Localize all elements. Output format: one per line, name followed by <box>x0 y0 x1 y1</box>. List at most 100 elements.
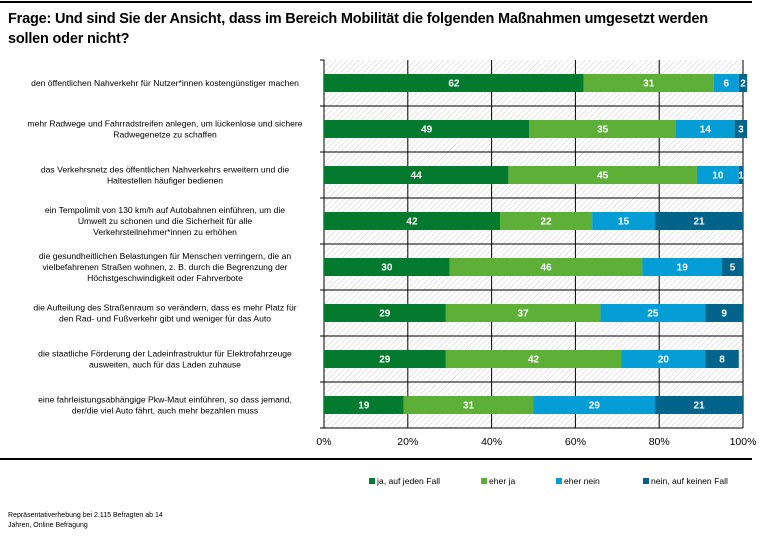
bar-segment <box>449 258 643 276</box>
x-axis-ticks: 0% 20% 40% 60% 80% 100% <box>316 436 756 448</box>
legend-swatch <box>481 478 487 484</box>
category-label: der/die viel Auto fährt, auch mehr bezah… <box>72 406 258 416</box>
data-label: 1 <box>738 171 744 182</box>
category-label: vielbefahrenen Straßen wohnen, z. B. dur… <box>42 262 287 272</box>
data-label: 5 <box>730 263 736 274</box>
data-label: 62 <box>448 79 460 90</box>
data-label: 30 <box>381 263 393 274</box>
bar-segment <box>738 74 748 92</box>
category-label: Haltestellen häufiger bedienen <box>107 176 223 186</box>
footnote: Repräsentativerhebung bei 2.115 Befragte… <box>8 511 163 531</box>
data-label: 25 <box>647 309 659 320</box>
data-label: 14 <box>700 125 712 136</box>
bar-segment <box>324 212 500 230</box>
bar-segment <box>499 212 593 230</box>
data-label: 31 <box>643 79 655 90</box>
data-label: 19 <box>677 263 689 274</box>
bar-segment <box>592 212 656 230</box>
category-label: die Aufteilung des Straßenraum so veränd… <box>33 303 296 313</box>
x-tick-label: 20% <box>397 436 418 448</box>
bar-segment <box>529 120 676 138</box>
category-label: die gesundheitlichen Belastungen für Men… <box>39 251 291 261</box>
category-label: Radwegenetze zu schaffen <box>113 130 217 140</box>
category-labels: den öffentlichen Nahverkehr für Nutzer*i… <box>27 78 302 416</box>
data-label: 10 <box>712 171 724 182</box>
category-label: die staatliche Förderung der Ladeinfrast… <box>38 349 292 359</box>
bar-segment <box>324 74 584 92</box>
data-label: 29 <box>589 401 601 412</box>
data-label: 6 <box>723 79 729 90</box>
legend: ja, auf jeden Fall eher ja eher nein nein, … <box>369 476 728 486</box>
bar-segment <box>583 74 714 92</box>
category-label: den öffentlichen Nahverkehr für Nutzer*i… <box>31 78 299 88</box>
bar-segment <box>445 350 622 368</box>
data-label: 42 <box>528 355 540 366</box>
top-rule <box>0 1 752 3</box>
bar-segment <box>734 120 748 138</box>
bars: 62 31 6 2 49 35 14 3 44 45 10 1 42 22 15 21 30 46 19 5 29 37 2… <box>324 74 748 414</box>
bottom-rule <box>0 458 752 460</box>
legend-label: eher ja <box>489 476 515 486</box>
data-label: 15 <box>618 217 630 228</box>
data-label: 44 <box>411 171 423 182</box>
x-tick-label: 0% <box>316 436 331 448</box>
legend-label: nein, auf keinen Fall <box>651 476 728 486</box>
bar-segment <box>324 120 530 138</box>
legend-swatch <box>643 478 649 484</box>
data-label: 20 <box>658 355 670 366</box>
data-label: 46 <box>541 263 553 274</box>
data-label: 29 <box>379 355 391 366</box>
category-label: Höchstgeschwindigkeit oder Fahrverbote <box>87 273 243 283</box>
data-label: 21 <box>693 401 705 412</box>
bar-segment <box>705 304 743 322</box>
data-label: 45 <box>597 171 609 182</box>
bar-segment <box>324 166 509 184</box>
bar-segment <box>324 258 450 276</box>
bar-segment <box>324 350 446 368</box>
legend-swatch <box>369 478 375 484</box>
data-label: 49 <box>421 125 433 136</box>
bar-segment <box>533 396 656 414</box>
category-label: Verkehrsteilnehmer*innen zu erhöhen <box>93 227 237 237</box>
bar-segment <box>655 212 743 230</box>
bar-segment <box>324 396 404 414</box>
data-label: 37 <box>517 309 529 320</box>
data-label: 2 <box>740 79 746 90</box>
category-label: eine fahrleistungsabhängige Pkw-Maut ein… <box>38 395 292 405</box>
footnote-line-1: Repräsentativerhebung bei 2.115 Befragte… <box>8 512 163 519</box>
bar-segment <box>324 304 446 322</box>
x-tick-label: 100% <box>730 436 757 448</box>
x-tick-label: 40% <box>481 436 502 448</box>
bar-segment <box>675 120 735 138</box>
bar-segment <box>403 396 534 414</box>
data-label: 42 <box>406 217 418 228</box>
data-label: 22 <box>541 217 553 228</box>
data-label: 29 <box>379 309 391 320</box>
data-label: 9 <box>721 309 727 320</box>
data-label: 31 <box>463 401 475 412</box>
bar-segment <box>600 304 706 322</box>
bar-segment <box>445 304 601 322</box>
category-label: ein Tempolimit von 130 km/h auf Autobahn… <box>45 205 285 215</box>
bar-segment <box>713 74 739 92</box>
category-label: das Verkehrsnetz des öffentlichen Nahver… <box>41 165 289 175</box>
bar-segment <box>655 396 743 414</box>
legend-label: eher nein <box>564 476 600 486</box>
x-tick-label: 60% <box>565 436 586 448</box>
chart-title: Frage: Und sind Sie der Ansicht, dass im… <box>8 11 708 47</box>
category-label: Umwelt zu schonen und die Sicherheit für… <box>78 216 253 226</box>
footnote-line-2: Jahren, Online Befragung <box>8 522 88 529</box>
category-label: den Rad- und Fußverkehr gibt und weniger… <box>59 314 271 324</box>
data-label: 19 <box>358 401 370 412</box>
x-tick-label: 80% <box>649 436 670 448</box>
legend-label: ja, auf jeden Fall <box>376 476 440 486</box>
category-label: mehr Radwege und Fahrradstreifen anlegen… <box>27 119 302 129</box>
bar-segment <box>621 350 706 368</box>
bar-segment <box>508 166 697 184</box>
data-label: 21 <box>693 217 705 228</box>
bar-segment <box>705 350 739 368</box>
bar-segment <box>738 166 743 184</box>
bar-segment <box>722 258 743 276</box>
data-label: 8 <box>719 355 725 366</box>
